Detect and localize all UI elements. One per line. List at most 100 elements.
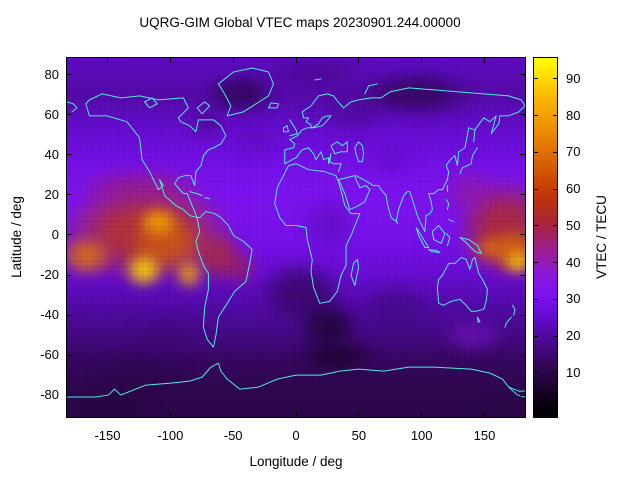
coastline-sri-lanka (396, 220, 397, 224)
y-tick-mark-right (520, 74, 525, 76)
colorbar-tick-mark-right (553, 262, 557, 263)
coastline-hispaniola (205, 198, 210, 199)
coastline-north-america (86, 94, 226, 218)
y-tick-mark-right (520, 274, 525, 276)
colorbar-tick-mark-right (553, 188, 557, 190)
coastline-black-sea (331, 142, 347, 154)
x-tick-mark (106, 412, 108, 417)
x-tick-label: -50 (223, 428, 243, 443)
vtec-heatmap (67, 58, 525, 417)
colorbar-gradient (534, 58, 557, 417)
coastline-caspian-sea (355, 142, 364, 162)
map-plot-area (66, 57, 526, 418)
coastlines-overlay (67, 58, 525, 417)
coastline-novaya-zemlya (365, 84, 378, 94)
y-tick-mark (67, 114, 72, 116)
heatmap-feature-siberia-low (356, 69, 477, 118)
coastline-java (429, 249, 440, 252)
y-tick-label: 0 (51, 226, 59, 242)
colorbar (533, 57, 558, 418)
colorbar-tick-mark (534, 78, 538, 80)
colorbar-tick-label: 20 (566, 328, 581, 343)
colorbar-tick-mark (534, 115, 538, 116)
colorbar-tick-mark (534, 151, 538, 153)
y-tick-mark (67, 194, 72, 196)
y-tick-mark-right (520, 114, 525, 116)
colorbar-tick-mark-right (553, 298, 557, 300)
y-tick-mark (67, 234, 72, 236)
y-tick-mark (67, 274, 72, 276)
coastline-sulawesi (446, 234, 450, 246)
coastline-arabia (339, 176, 370, 210)
x-tick-label: 50 (351, 428, 367, 443)
heatmap-feature-indian-ocean-low (357, 282, 433, 335)
heatmap-feature-subantarctic-low (297, 338, 378, 375)
x-tick-label: -150 (94, 428, 121, 443)
y-tick-mark (67, 354, 72, 356)
colorbar-tick-mark-right (553, 225, 557, 227)
heatmap-feature-eia-west-crest-north (137, 205, 181, 238)
x-tick-mark (232, 412, 234, 417)
heatmap-feature-eia-west-north-fringe (70, 165, 210, 210)
x-tick-mark (169, 412, 171, 417)
y-tick-mark (67, 74, 72, 76)
x-tick-mark-top (295, 58, 297, 63)
coastline-chukotka-wrap (67, 102, 77, 112)
colorbar-tick-mark-right (553, 151, 557, 153)
colorbar-tick-mark (534, 262, 538, 263)
coastline-sakhalin (474, 130, 475, 142)
heatmap-pixel-grid (67, 58, 525, 417)
colorbar-tick-label: 30 (566, 291, 581, 307)
heatmap-feature-labrador-low (186, 105, 227, 138)
coastline-svalbard (315, 79, 321, 80)
y-tick-mark-right (520, 394, 525, 396)
coastline-eurasia (285, 88, 525, 232)
x-tick-mark (421, 412, 423, 417)
coastline-great-britain (290, 120, 298, 136)
colorbar-tick-mark (534, 335, 538, 337)
x-tick-mark (484, 412, 486, 417)
heatmap-feature-bottom-left-low (67, 386, 154, 417)
coastline-antarctica (67, 363, 525, 397)
y-tick-label: -40 (40, 307, 59, 323)
coastline-borneo (432, 226, 445, 244)
x-tick-mark-top (169, 58, 171, 63)
colorbar-tick-label: 80 (566, 107, 581, 123)
y-tick-mark-right (520, 154, 525, 156)
y-tick-mark-right (520, 354, 525, 356)
coastline-new-guinea (460, 238, 481, 254)
heatmap-feature-eia-peru-crest (173, 258, 204, 291)
heatmap-feature-greenland-low (202, 71, 279, 116)
y-tick-mark-right (520, 314, 525, 316)
coastline-iceland (268, 103, 278, 108)
heatmap-feature-north-atlantic-low (227, 121, 279, 162)
coastline-mindanao (449, 220, 454, 222)
y-tick-mark (67, 154, 72, 156)
y-tick-label: -80 (40, 387, 59, 403)
x-tick-mark-top (106, 58, 108, 63)
x-tick-mark (295, 412, 297, 417)
colorbar-tick-label: 60 (566, 181, 581, 196)
y-tick-label: -60 (40, 347, 59, 363)
heatmap-feature-eia-west-streak (67, 233, 114, 279)
x-tick-mark-top (358, 58, 360, 63)
colorbar-tick-mark (534, 372, 538, 374)
x-tick-label: 0 (292, 428, 300, 443)
y-tick-mark (67, 394, 72, 396)
coastline-baffin-island (197, 102, 210, 114)
coastline-sumatra (416, 228, 429, 248)
coastline-australia (437, 257, 487, 311)
colorbar-tick-mark (534, 298, 538, 300)
y-tick-mark-right (520, 234, 525, 236)
heatmap-feature-bottom-right-low (460, 392, 525, 417)
x-tick-mark-top (421, 58, 423, 63)
coastline-japan (460, 148, 478, 174)
x-tick-label: -100 (157, 428, 184, 443)
colorbar-tick-label: 90 (566, 70, 581, 86)
x-tick-label: 150 (473, 428, 496, 443)
y-tick-label: 20 (44, 186, 59, 202)
heatmap-feature-eia-east-crest (504, 250, 525, 275)
x-tick-label: 100 (410, 428, 433, 443)
coastline-madagascar (351, 259, 359, 285)
